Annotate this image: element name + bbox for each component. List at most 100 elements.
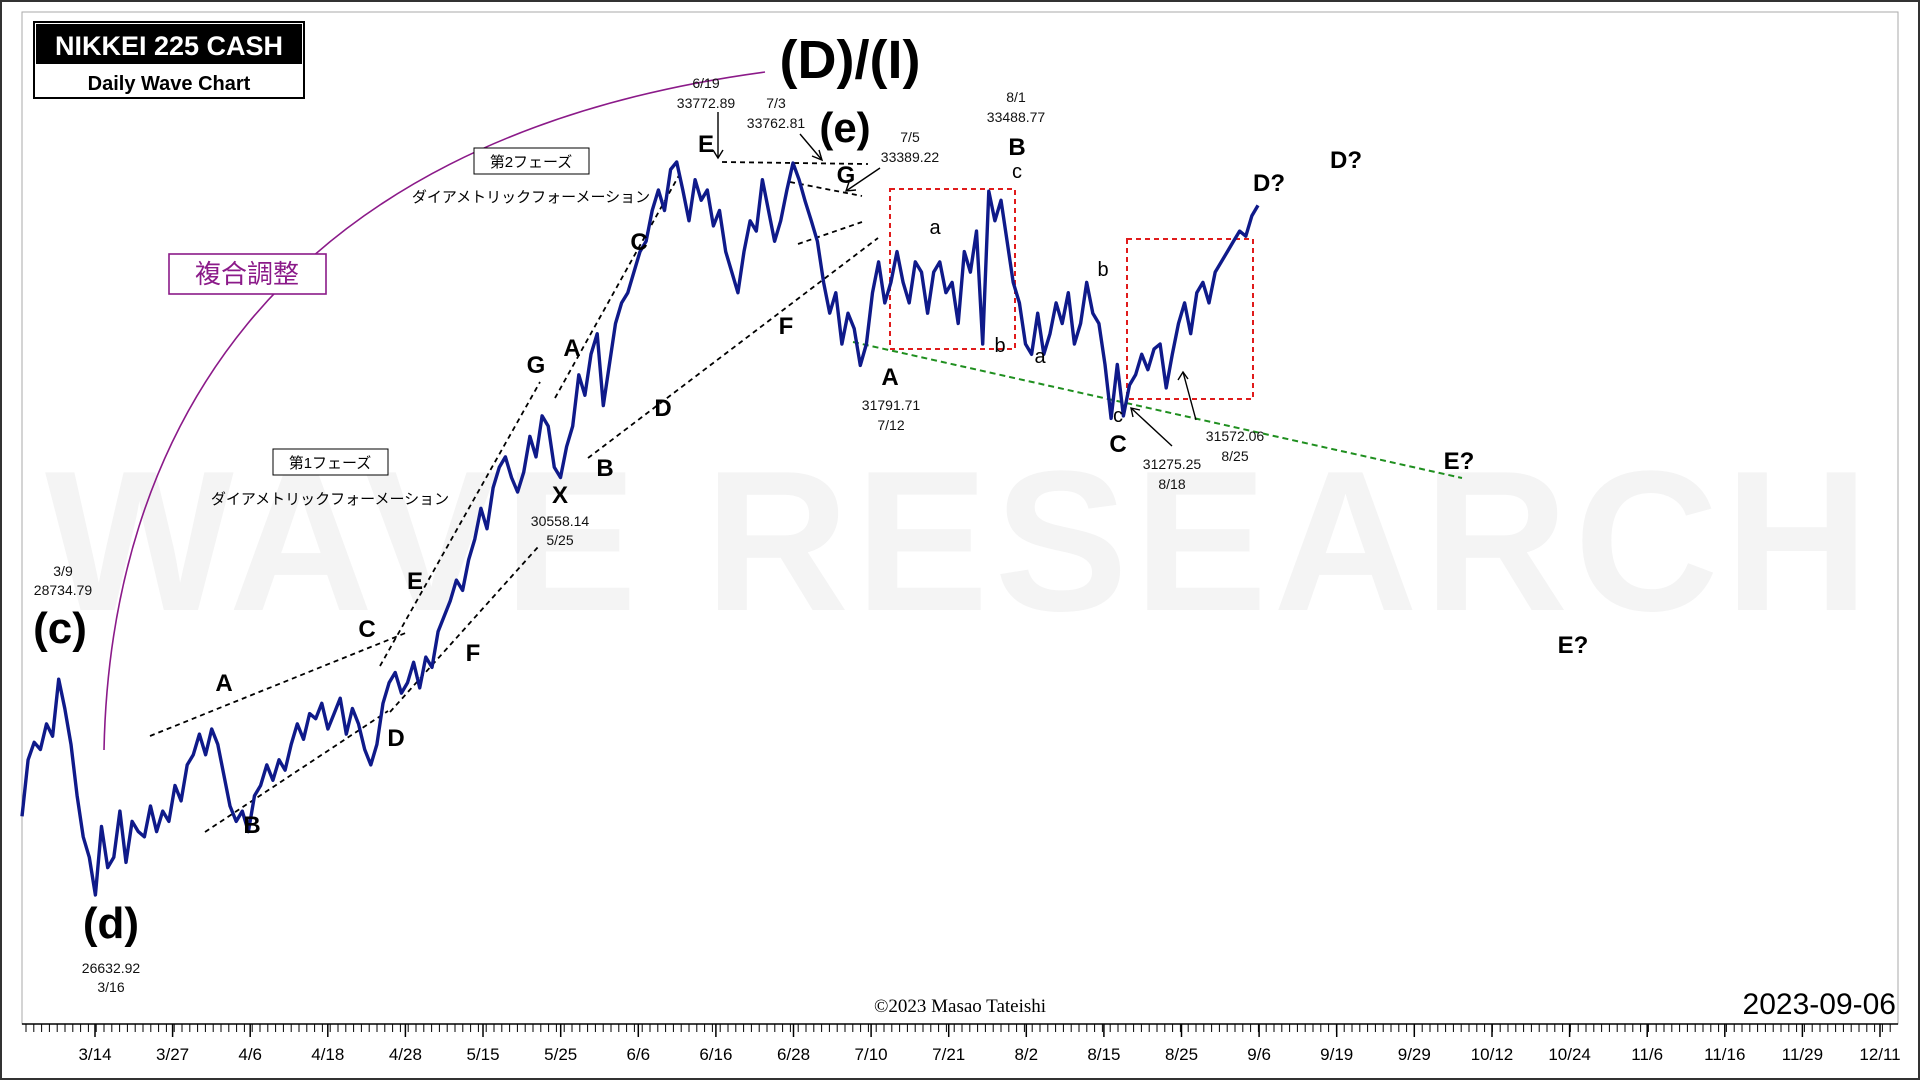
x-tick-label: 11/6	[1631, 1045, 1663, 1064]
x-tick-label: 11/16	[1704, 1045, 1745, 1064]
x-tick-label: 8/15	[1087, 1045, 1120, 1064]
x-tick-label: 9/29	[1398, 1045, 1431, 1064]
projection-E-1: E?	[1444, 448, 1475, 475]
sub-label-b1: b	[994, 335, 1005, 357]
x-tick-label: 3/27	[156, 1045, 189, 1064]
phase1-box	[272, 448, 389, 476]
copyright: ©2023 Masao Tateishi	[874, 996, 1046, 1017]
x-tick-label: 11/29	[1782, 1045, 1823, 1064]
wave-label-E1: E	[407, 568, 423, 595]
x-tick-label: 9/19	[1320, 1045, 1353, 1064]
sub-label-b2: b	[1097, 259, 1108, 281]
price-value-1: 26632.92	[82, 960, 141, 976]
x-tick-label: 6/28	[777, 1045, 810, 1064]
x-tick-label: 4/28	[389, 1045, 422, 1064]
price-series	[20, 160, 1260, 897]
complex-label: 複合調整	[195, 259, 299, 289]
chart-subtitle: Daily Wave Chart	[88, 73, 251, 95]
x-axis-ticks	[25, 1024, 1891, 1037]
green-trendline	[852, 341, 1463, 479]
price-date-0: 3/9	[53, 563, 73, 579]
wave-label-B3: B	[1008, 134, 1025, 161]
price-date-1: 3/16	[97, 979, 124, 995]
price-value-4: 33762.81	[747, 115, 806, 131]
price-date-9: 8/25	[1221, 448, 1248, 464]
x-tick-label: 3/14	[78, 1045, 111, 1064]
projection-E-2: E?	[1558, 632, 1589, 659]
phase1-label: 第1フェーズ	[289, 454, 372, 472]
wave-label-X: X	[552, 482, 568, 509]
wave-label-D-I: (D)/(I)	[780, 30, 921, 90]
complex-label-box	[168, 253, 327, 295]
price-value-8: 31275.25	[1143, 456, 1202, 472]
wave-label-C2: C	[630, 229, 647, 256]
phase2-box	[473, 147, 590, 175]
sub-wave-labels: a b c a b c	[929, 161, 1123, 427]
wave-label-c-paren: (c)	[33, 604, 87, 653]
wave-label-B2: B	[596, 455, 613, 482]
plot-frame	[21, 11, 1899, 1025]
sub-label-a2: a	[1034, 346, 1046, 368]
price-value-7: 33488.77	[987, 109, 1046, 125]
x-tick-label: 6/16	[699, 1045, 732, 1064]
wave-label-B1: B	[243, 812, 260, 839]
sub-label-c1: c	[1012, 161, 1022, 183]
phase2-label: 第2フェーズ	[490, 153, 573, 171]
wave-label-d-paren: (d)	[83, 899, 139, 948]
channel-lines	[149, 161, 879, 833]
projection-labels: D? D? E? E?	[1253, 147, 1588, 659]
price-date-7: 8/1	[1006, 89, 1026, 105]
wave-label-A2: A	[563, 335, 580, 362]
price-date-4: 7/3	[766, 95, 786, 111]
price-value-2: 30558.14	[531, 513, 590, 529]
sub-label-c2: c	[1113, 405, 1123, 427]
x-tick-label: 6/6	[626, 1045, 650, 1064]
price-date-6: 7/12	[877, 417, 904, 433]
price-value-6: 31791.71	[862, 397, 921, 413]
price-date-5: 7/5	[900, 129, 920, 145]
x-tick-label: 7/21	[932, 1045, 965, 1064]
wave-label-G1: G	[527, 352, 546, 379]
projection-D-2: D?	[1253, 170, 1285, 197]
projection-D-1: D?	[1330, 147, 1362, 174]
price-value-5: 33389.22	[881, 149, 940, 165]
wave-label-e-paren: (e)	[819, 104, 870, 151]
price-date-3: 6/19	[692, 75, 719, 91]
formation2-label: ダイアメトリックフォーメーション	[412, 189, 650, 206]
x-tick-label: 9/6	[1247, 1045, 1271, 1064]
red-box-1	[889, 188, 1016, 350]
wave-label-A1: A	[215, 670, 232, 697]
wave-label-D2: D	[654, 395, 671, 422]
wave-label-G2: G	[837, 162, 856, 189]
chart-date: 2023-09-06	[1743, 988, 1896, 1021]
price-value-0: 28734.79	[34, 582, 93, 598]
x-tick-label: 4/18	[311, 1045, 344, 1064]
x-tick-label: 5/15	[466, 1045, 499, 1064]
price-annotations: 3/9 28734.79 26632.92 3/16 30558.14 5/25…	[34, 75, 1265, 995]
wave-label-E2: E	[698, 131, 714, 158]
wave-label-A3: A	[881, 364, 898, 391]
x-tick-label: 10/24	[1548, 1045, 1591, 1064]
price-value-3: 33772.89	[677, 95, 736, 111]
price-value-9: 31572.06	[1206, 428, 1265, 444]
wave-label-F1: F	[466, 640, 481, 667]
x-tick-label: 12/11	[1859, 1045, 1900, 1064]
arrows	[712, 112, 1197, 447]
title-band	[36, 24, 302, 64]
sub-label-a1: a	[929, 217, 941, 239]
complex-correction-arc	[103, 71, 766, 751]
wave-label-F2: F	[779, 313, 794, 340]
wave-label-C3: C	[1109, 431, 1126, 458]
price-date-2: 5/25	[546, 532, 573, 548]
wave-letter-labels: A B C D E F G X A B C D E F G A B C	[215, 131, 1126, 839]
wave-label-D1: D	[387, 725, 404, 752]
x-tick-label: 8/25	[1165, 1045, 1198, 1064]
x-tick-label: 10/12	[1471, 1045, 1514, 1064]
x-axis-labels: 3/14 3/27 4/6 4/18 4/28 5/15 5/25 6/6 6/16 6/28 7/…	[78, 1045, 1900, 1064]
x-tick-label: 7/10	[855, 1045, 888, 1064]
x-tick-label: 8/2	[1014, 1045, 1038, 1064]
chart-title: NIKKEI 225 CASH	[55, 31, 283, 61]
x-tick-label: 5/25	[544, 1045, 577, 1064]
